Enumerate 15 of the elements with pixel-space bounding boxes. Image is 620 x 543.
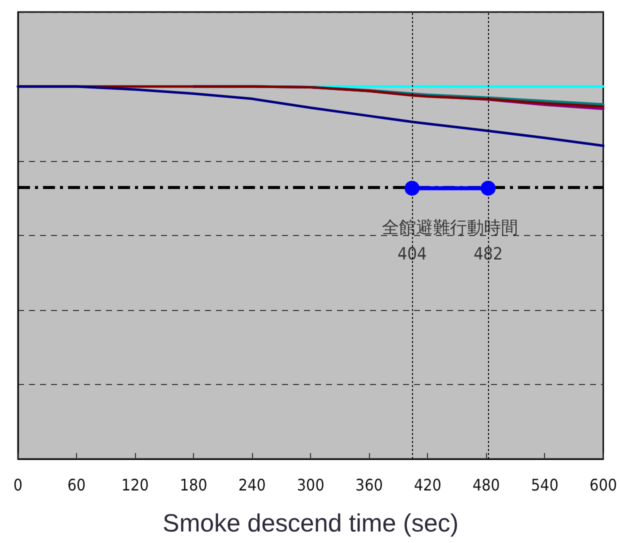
x-axis-title: Smoke descend time (sec) bbox=[162, 510, 459, 538]
x-tick-label: 420 bbox=[414, 476, 442, 494]
x-tick-label: 540 bbox=[531, 476, 558, 494]
x-tick-label: 600 bbox=[590, 476, 617, 494]
x-tick-label: 300 bbox=[296, 476, 324, 494]
x-tick-label: 360 bbox=[355, 476, 383, 494]
annotation: 全館避難行動時間 bbox=[382, 218, 518, 238]
x-tick-label: 180 bbox=[180, 476, 208, 494]
x-tick-label: 60 bbox=[67, 476, 86, 494]
x-tick-label: 240 bbox=[238, 476, 266, 494]
x-tick-label: 0 bbox=[13, 476, 23, 494]
x-tick-label: 480 bbox=[472, 476, 500, 494]
x-tick-label: 120 bbox=[121, 476, 149, 494]
annotation: 482 bbox=[474, 244, 503, 264]
annotation: 404 bbox=[397, 244, 427, 264]
